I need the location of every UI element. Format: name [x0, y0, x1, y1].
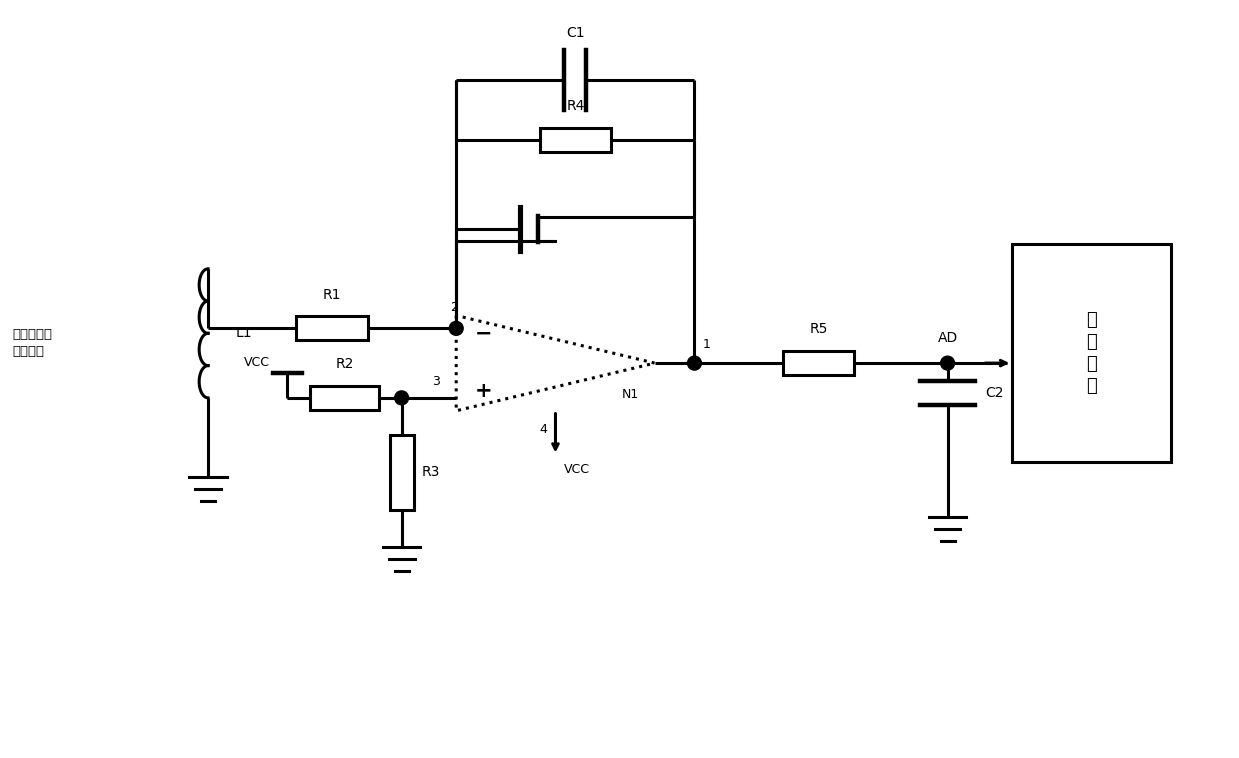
- Bar: [783, 351, 854, 375]
- Bar: [296, 316, 368, 340]
- Bar: [540, 128, 611, 152]
- Text: N1: N1: [621, 388, 638, 401]
- Text: R3: R3: [421, 465, 440, 479]
- Text: R4: R4: [566, 99, 585, 113]
- Text: AD: AD: [938, 331, 958, 345]
- Circle shape: [450, 321, 463, 335]
- Text: R2: R2: [336, 357, 353, 371]
- Text: C2: C2: [985, 386, 1004, 400]
- Text: L1: L1: [235, 327, 253, 340]
- Text: 1: 1: [703, 338, 710, 351]
- Circle shape: [688, 356, 701, 370]
- Text: VCC: VCC: [564, 463, 590, 476]
- Text: C1: C1: [566, 27, 585, 40]
- Circle shape: [940, 356, 954, 370]
- Text: 微
处
理
器: 微 处 理 器: [1087, 311, 1097, 396]
- Text: 4: 4: [540, 423, 548, 436]
- Bar: [1012, 244, 1171, 462]
- Text: R5: R5: [809, 322, 828, 337]
- Text: 2: 2: [450, 302, 458, 315]
- Text: VCC: VCC: [244, 356, 270, 369]
- Text: R1: R1: [323, 287, 342, 302]
- Text: +: +: [476, 381, 493, 401]
- Bar: [310, 386, 379, 410]
- Text: 电流互感器
二次线圈: 电流互感器 二次线圈: [12, 328, 52, 359]
- Bar: [390, 434, 414, 510]
- Text: 3: 3: [432, 375, 440, 388]
- Text: −: −: [476, 324, 493, 343]
- Circle shape: [395, 391, 409, 405]
